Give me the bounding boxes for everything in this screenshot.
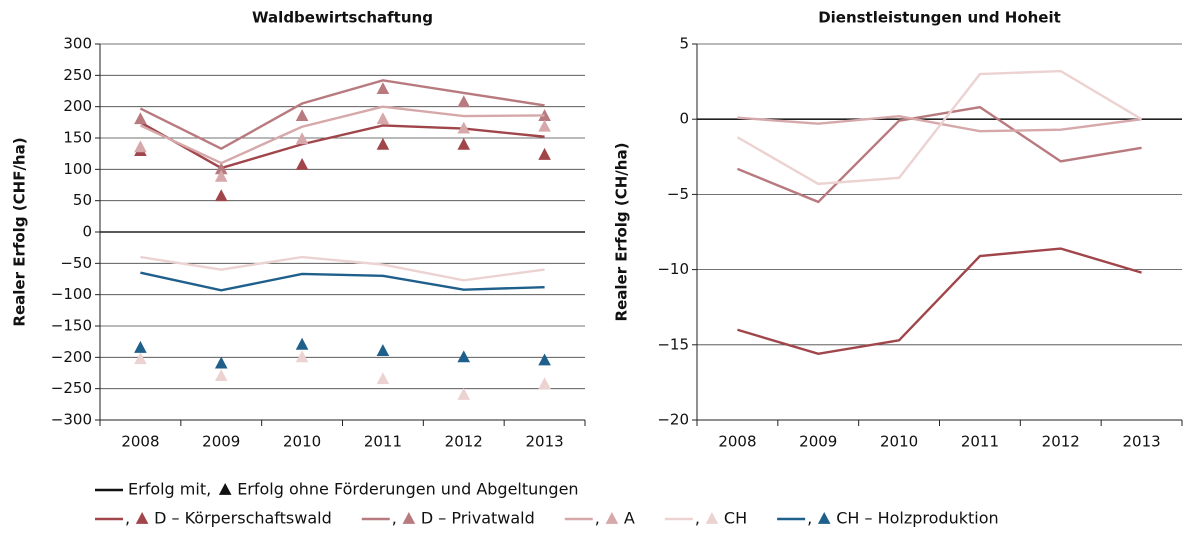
x-tick-label: 2010 — [283, 433, 321, 451]
chart-title: Waldbewirtschaftung — [252, 9, 433, 27]
y-tick-label: −50 — [60, 254, 92, 272]
x-tick-label: 2008 — [121, 433, 159, 451]
marker — [214, 169, 228, 182]
legend-separator: , — [392, 509, 397, 528]
legend-separator: , — [695, 509, 700, 528]
y-axis-label: Realer Erfolg (CH/ha) — [613, 143, 631, 322]
y-tick-label: 100 — [63, 160, 92, 178]
marker — [376, 137, 390, 150]
legend-label: Erfolg mit, — [128, 480, 211, 499]
y-tick-label: −15 — [657, 335, 689, 353]
marker — [457, 95, 471, 108]
y-tick-label: −200 — [51, 348, 92, 366]
marker — [376, 344, 390, 356]
marker — [214, 356, 228, 369]
y-tick-label: −150 — [51, 317, 92, 335]
series-line — [140, 271, 545, 292]
marker — [457, 350, 471, 363]
y-tick-label: −250 — [51, 379, 92, 397]
y-tick-label: −10 — [657, 260, 689, 278]
y-tick-label: 50 — [73, 191, 92, 209]
marker — [457, 387, 471, 400]
marker — [538, 353, 551, 366]
marker — [134, 112, 147, 125]
marker — [538, 109, 551, 121]
marker — [295, 157, 309, 170]
series-line — [737, 247, 1142, 356]
x-tick-label: 2011 — [364, 433, 402, 451]
marker — [214, 162, 228, 175]
y-tick-label: 300 — [63, 35, 92, 53]
marker — [134, 140, 147, 153]
y-tick-label: 150 — [63, 129, 92, 147]
marker — [214, 369, 228, 382]
y-tick-label: 0 — [679, 110, 689, 128]
x-tick-label: 2012 — [1042, 433, 1080, 451]
marker — [376, 112, 390, 125]
legend-label: D – Körperschaftswald — [154, 509, 332, 528]
series-line — [139, 121, 545, 170]
marker — [134, 352, 147, 365]
y-tick-label: −5 — [667, 185, 689, 203]
marker — [295, 132, 309, 145]
series-line — [736, 69, 1143, 186]
x-tick-label: 2012 — [445, 433, 483, 451]
series-line — [736, 105, 1142, 204]
legend-separator: , — [807, 509, 812, 528]
series-line — [139, 79, 545, 151]
legend-label: D – Privatwald — [421, 509, 535, 528]
x-tick-label: 2009 — [202, 433, 240, 451]
y-axis-label: Realer Erfolg (CHF/ha) — [11, 137, 29, 326]
legend: Erfolg mit, Erfolg ohne Förderungen und A… — [95, 480, 999, 528]
marker — [538, 119, 551, 132]
marker — [457, 121, 471, 134]
marker — [538, 147, 551, 160]
marker — [295, 337, 309, 350]
marker — [214, 189, 228, 202]
legend-separator: , — [125, 509, 130, 528]
legend-marker — [605, 512, 619, 524]
y-tick-label: 200 — [63, 97, 92, 115]
legend-separator: , — [595, 509, 600, 528]
y-tick-label: −300 — [51, 411, 92, 429]
legend-label: CH – Holzproduktion — [836, 509, 998, 528]
y-tick-label: −20 — [657, 411, 689, 429]
legend-label: CH — [724, 509, 747, 528]
marker — [538, 377, 551, 390]
x-tick-label: 2013 — [1122, 433, 1160, 451]
y-tick-label: 0 — [82, 223, 92, 241]
marker — [295, 350, 309, 363]
y-tick-label: 5 — [679, 35, 689, 53]
legend-label: A — [624, 509, 635, 528]
legend-marker — [705, 512, 719, 524]
x-tick-label: 2010 — [880, 433, 918, 451]
legend-marker — [135, 512, 149, 524]
series-line — [139, 105, 545, 165]
x-tick-label: 2008 — [718, 433, 756, 451]
x-tick-label: 2009 — [799, 433, 837, 451]
legend-marker — [817, 512, 831, 524]
x-tick-label: 2013 — [525, 433, 563, 451]
marker — [376, 82, 390, 95]
marker — [295, 109, 309, 121]
y-tick-label: 250 — [63, 66, 92, 84]
legend-label: Erfolg ohne Förderungen und Abgeltungen — [237, 480, 578, 499]
marker — [134, 340, 147, 353]
marker — [457, 137, 471, 150]
legend-marker — [218, 483, 232, 495]
series-line — [140, 255, 545, 282]
chart-title: Dienstleistungen und Hoheit — [818, 9, 1061, 27]
marker — [376, 372, 390, 385]
legend-marker — [402, 512, 416, 524]
series-line — [737, 114, 1142, 133]
x-tick-label: 2011 — [961, 433, 999, 451]
y-tick-label: −100 — [51, 285, 92, 303]
